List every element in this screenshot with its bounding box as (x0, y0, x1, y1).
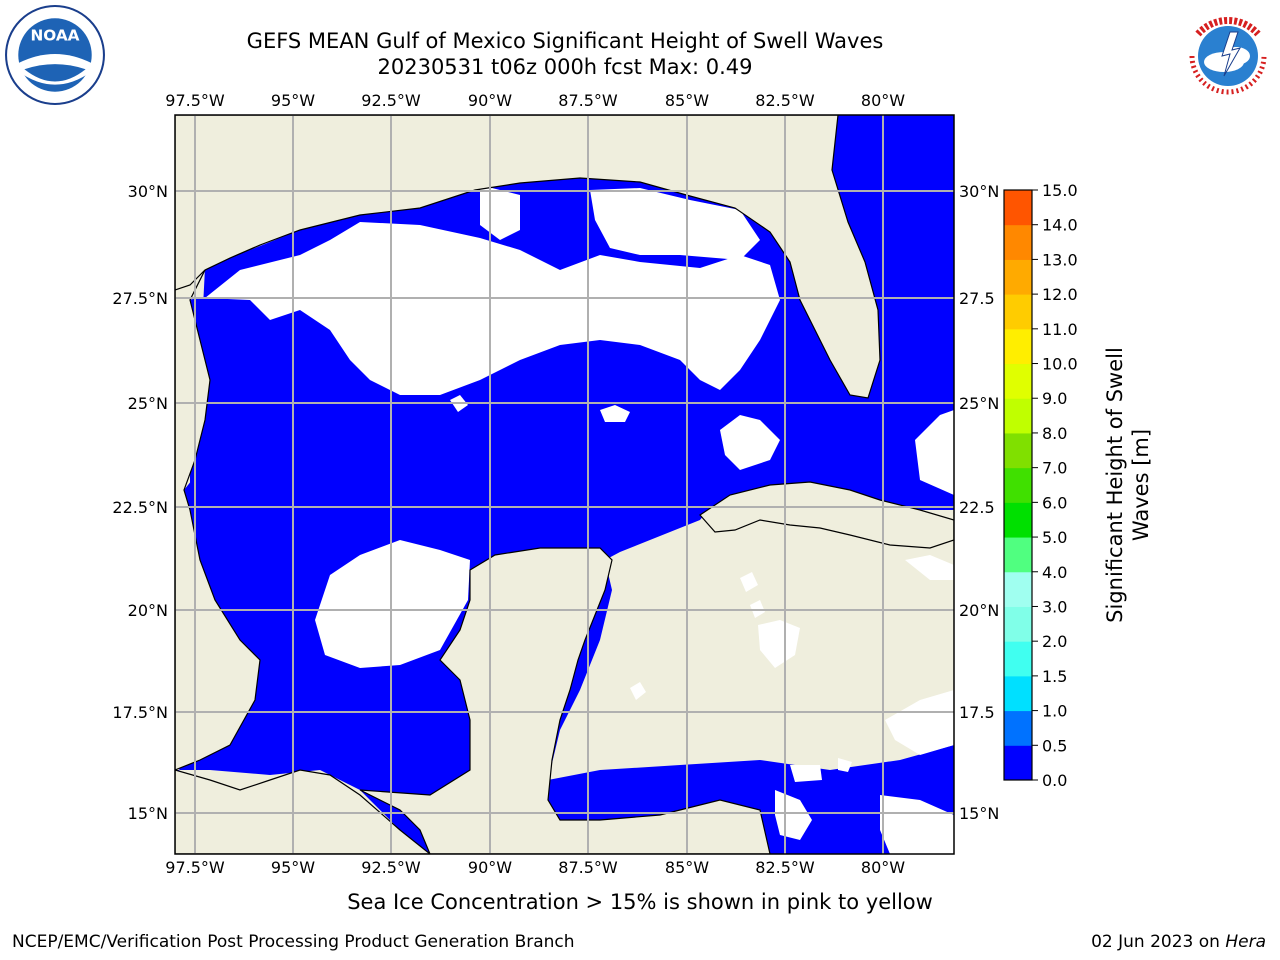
credit-host: Hera (1225, 932, 1266, 952)
no-data-regions (205, 185, 954, 854)
lon-label-top: 97.5°W (165, 91, 225, 110)
credit-date: 02 Jun 2023 on (1091, 932, 1226, 952)
lon-label-bottom: 87.5°W (558, 858, 618, 877)
noaa-logo: NOAA (5, 5, 105, 105)
colorbar: 0.0 0.5 1.0 1.5 2.0 3.0 4.0 5.0 6.0 7.0 8.0 9.0 10.0… (1003, 181, 1078, 790)
graticule (175, 115, 954, 854)
map-frame (174, 114, 955, 855)
cuba-landmass (699, 481, 954, 549)
colorbar-tick-label: 1.5 (1042, 667, 1067, 686)
noaa-logo-text: NOAA (30, 27, 79, 45)
lat-label-left: 30°N (128, 182, 168, 201)
colorbar-segment (1004, 606, 1032, 642)
colorbar-segment (1004, 190, 1032, 226)
colorbar-tick-label: 6.0 (1042, 493, 1067, 512)
lat-label-right: 20°N (959, 601, 999, 620)
lon-label-bottom: 92.5°W (361, 858, 421, 877)
colorbar-tick-label: 10.0 (1042, 355, 1078, 374)
colorbar-tick-label: 2.0 (1042, 632, 1067, 651)
colorbar-tick-label: 12.0 (1042, 285, 1078, 304)
colorbar-tick-label: 15.0 (1042, 181, 1078, 200)
lon-label-top: 82.5°W (755, 91, 815, 110)
colorbar-segment (1004, 224, 1032, 260)
lat-label-left: 22.5°N (112, 498, 168, 517)
lat-label-right: 15°N (959, 804, 999, 823)
nws-logo (1180, 6, 1276, 102)
lon-label-bottom: 90°W (468, 858, 512, 877)
lat-label-left: 17.5°N (112, 703, 168, 722)
colorbar-segment (1004, 259, 1032, 295)
lon-label-top: 92.5°W (361, 91, 421, 110)
colorbar-label: Significant Height of Swell Waves [m] (1103, 347, 1153, 623)
colorbar-tick-label: 1.0 (1042, 702, 1067, 721)
chart-title-line2: 20230531 t06z 000h fcst Max: 0.49 (377, 55, 753, 79)
credit-right: 02 Jun 2023 on Hera (1091, 932, 1266, 952)
colorbar-segment (1004, 710, 1032, 746)
colorbar-segment (1004, 467, 1032, 503)
colorbar-tick-label: 13.0 (1042, 250, 1078, 269)
lon-label-bottom: 80°W (861, 858, 905, 877)
colorbar-tick-label: 5.0 (1042, 528, 1067, 547)
colorbar-tick-label: 0.5 (1042, 736, 1067, 755)
lon-label-bottom: 95°W (271, 858, 315, 877)
lat-label-right: 17.5 (959, 703, 995, 722)
lat-label-right: 30°N (959, 182, 999, 201)
colorbar-segment (1004, 398, 1032, 434)
colorbar-segment (1004, 675, 1032, 712)
colorbar-tick-label: 7.0 (1042, 459, 1067, 478)
lon-label-top: 95°W (271, 91, 315, 110)
lon-label-top: 90°W (468, 91, 512, 110)
chart-title-line1: GEFS MEAN Gulf of Mexico Significant Hei… (246, 29, 884, 53)
lat-label-left: 15°N (128, 804, 168, 823)
credit-left: NCEP/EMC/Verification Post Processing Pr… (12, 932, 575, 952)
lat-label-left: 25°N (128, 394, 168, 413)
colorbar-frame (1003, 189, 1033, 781)
colorbar-tick-label: 3.0 (1042, 597, 1067, 616)
colorbar-tick-label: 11.0 (1042, 320, 1078, 339)
lat-label-right: 22.5 (959, 498, 995, 517)
lon-label-top: 87.5°W (558, 91, 618, 110)
lat-label-right: 25°N (959, 394, 999, 413)
colorbar-tick-label: 0.0 (1042, 771, 1067, 790)
lat-label-left: 20°N (128, 601, 168, 620)
lon-label-bottom: 97.5°W (165, 858, 225, 877)
lat-label-left: 27.5°N (112, 289, 168, 308)
colorbar-tick-label: 9.0 (1042, 389, 1067, 408)
colorbar-tick-label: 14.0 (1042, 216, 1078, 235)
colorbar-segment (1004, 641, 1032, 677)
colorbar-segment (1004, 537, 1032, 573)
sea-ice-note: Sea Ice Concentration > 15% is shown in … (347, 890, 933, 914)
colorbar-segment (1004, 432, 1032, 469)
lon-label-top: 80°W (861, 91, 905, 110)
colorbar-segment (1004, 502, 1032, 538)
colorbar-segment (1004, 363, 1032, 399)
colorbar-tick-label: 4.0 (1042, 563, 1067, 582)
lon-label-top: 85°W (665, 91, 709, 110)
lon-label-bottom: 85°W (665, 858, 709, 877)
colorbar-segment (1004, 571, 1032, 607)
colorbar-tick-label: 8.0 (1042, 424, 1067, 443)
yucatan-landmass (359, 547, 771, 854)
colorbar-segment (1004, 328, 1032, 365)
us-landmass (175, 115, 881, 399)
colorbar-segment (1004, 294, 1032, 330)
lon-label-bottom: 82.5°W (755, 858, 815, 877)
lat-label-right: 27.5 (959, 289, 995, 308)
colorbar-segment (1004, 745, 1032, 781)
